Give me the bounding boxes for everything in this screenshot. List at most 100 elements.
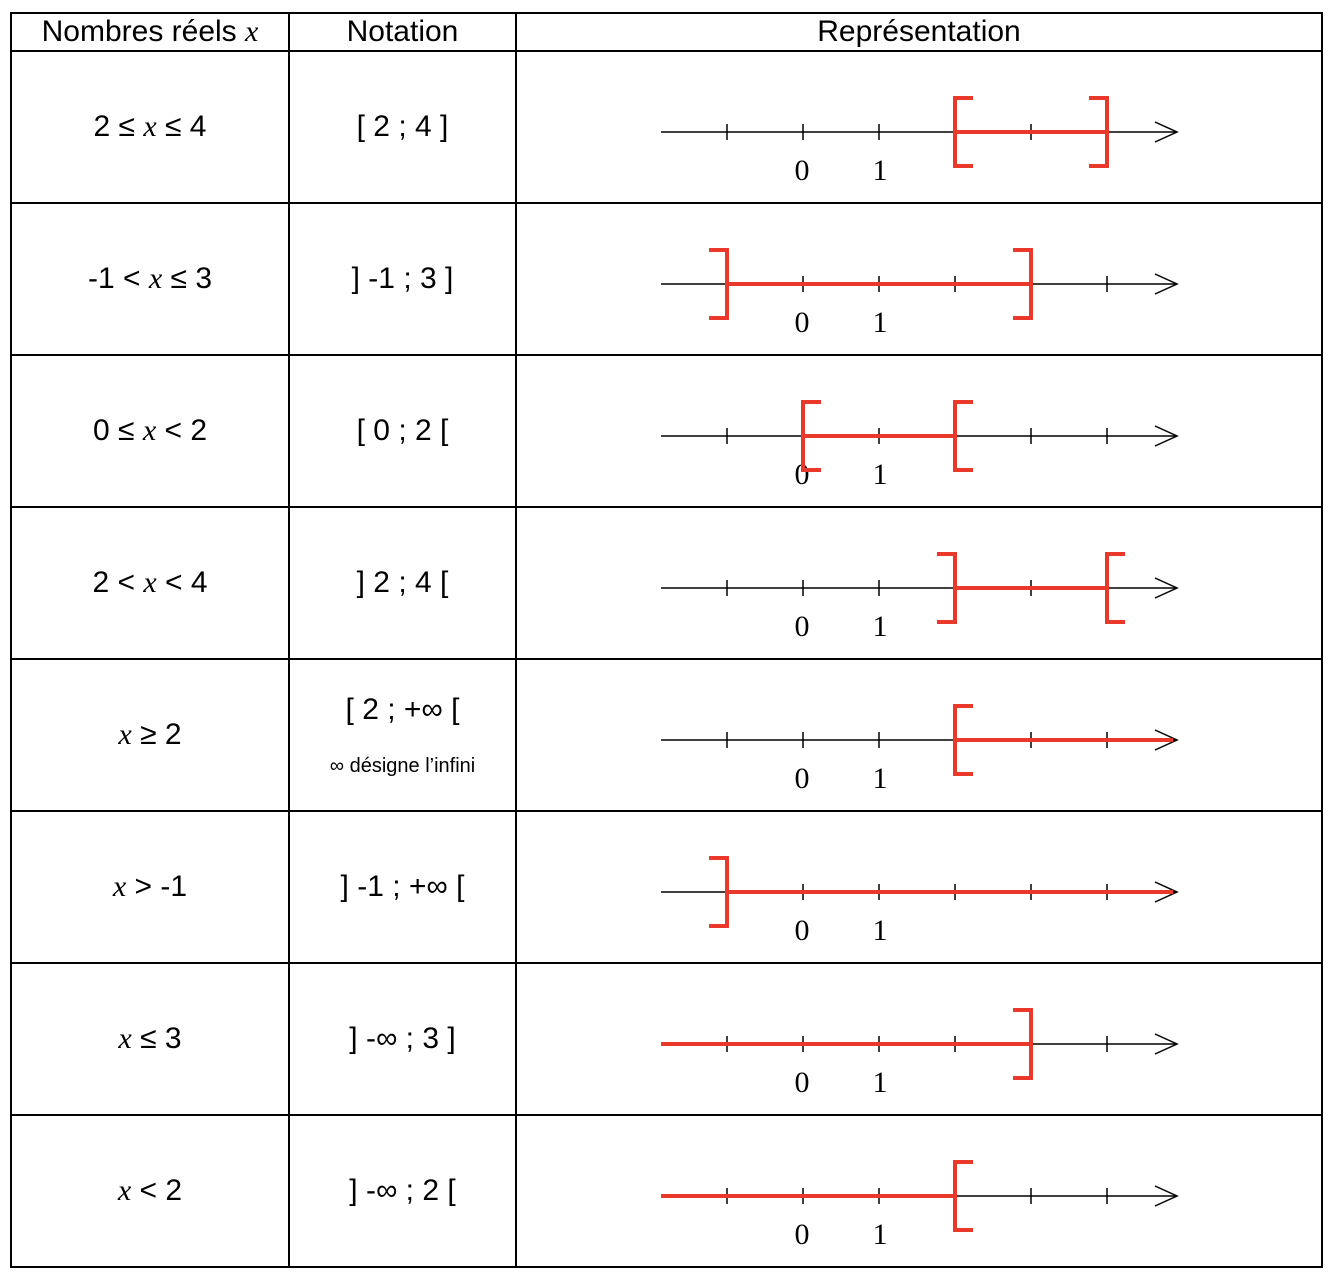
- tick-label-one: 1: [873, 914, 888, 947]
- inequality-pre: 2 ≤: [93, 110, 144, 143]
- notation-cell: [ 2 ; 4 ]: [288, 50, 517, 204]
- notation-cell: ] 2 ; 4 [: [288, 506, 517, 660]
- tick-label-one: 1: [873, 458, 888, 491]
- inequality-pre: 2 <: [92, 566, 144, 599]
- left-closed-bracket-icon: [953, 96, 973, 168]
- inequality-cell: x ≥ 2: [10, 658, 290, 812]
- table-row: 2 ≤ x ≤ 4[ 2 ; 4 ] 0 1: [10, 50, 1323, 204]
- tick-label-zero: 0: [795, 306, 810, 339]
- table-row: x ≤ 3] -∞ ; 3 ] 0 1: [10, 962, 1323, 1116]
- tick-label-one: 1: [873, 154, 888, 187]
- inequality-cell: x < 2: [10, 1114, 290, 1268]
- inequality-cell: x > -1: [10, 810, 290, 964]
- inequality-cell: 0 ≤ x < 2: [10, 354, 290, 508]
- axis-arrow-icon: [1154, 1033, 1179, 1055]
- inequality-variable: x: [143, 110, 157, 143]
- notation-cell: ] -∞ ; 2 [: [288, 1114, 517, 1268]
- right-closed-bracket-icon: [1013, 248, 1033, 320]
- inequality-variable: x: [148, 262, 163, 295]
- interval-notation: [ 0 ; 2 [: [356, 414, 449, 447]
- inequality-cell: x ≤ 3: [10, 962, 290, 1116]
- inequality-variable: x: [117, 1174, 132, 1207]
- notation-cell: ] -1 ; 3 ]: [288, 202, 517, 356]
- inequality-variable: x: [143, 566, 157, 599]
- inequality-cell: 2 < x < 4: [10, 506, 290, 660]
- left-closed-bracket-icon: [953, 704, 973, 776]
- left-open-bracket-icon: [709, 856, 729, 928]
- axis-arrow-icon: [1154, 881, 1179, 903]
- inequality-post: ≤ 3: [131, 1022, 182, 1055]
- notation-cell: [ 0 ; 2 [: [288, 354, 517, 508]
- interval-notation: ] -1 ; 3 ]: [351, 262, 454, 295]
- axis-arrow-icon: [1154, 121, 1179, 143]
- inequality-pre: -1 <: [87, 262, 149, 295]
- tick-label-zero: 0: [795, 914, 810, 947]
- interval-notation: ] -∞ ; 2 [: [349, 1174, 456, 1207]
- interval-notation: ] -∞ ; 3 ]: [349, 1022, 456, 1055]
- inequality-variable: x: [142, 414, 157, 447]
- header-row: Nombres réels x Notation Représentation: [10, 12, 1323, 52]
- table-row: -1 < x ≤ 3 ] -1 ; 3 ] 0 1: [10, 202, 1323, 356]
- right-open-bracket-icon: [1105, 552, 1125, 624]
- right-open-bracket-icon: [953, 1160, 973, 1232]
- inequality-post: ≤ 4: [156, 110, 207, 143]
- inequality-cell: 2 ≤ x ≤ 4: [10, 50, 290, 204]
- inequality-cell: -1 < x ≤ 3: [10, 202, 290, 356]
- axis-arrow-icon: [1154, 425, 1179, 447]
- notation-cell: ] -1 ; +∞ [: [288, 810, 517, 964]
- inequality-variable: x: [118, 718, 132, 751]
- axis-arrow-icon: [1154, 1185, 1179, 1207]
- left-open-bracket-icon: [937, 552, 957, 624]
- table-row: 2 < x < 4 ] 2 ; 4 [ 0 1: [10, 506, 1323, 660]
- tick-label-zero: 0: [795, 458, 810, 491]
- interval-notation: [ 2 ; 4 ]: [356, 110, 449, 143]
- tick-label-one: 1: [873, 1066, 888, 1099]
- header-representation: Représentation: [515, 12, 1323, 52]
- inequality-post: < 4: [156, 566, 208, 599]
- tick-label-zero: 0: [795, 610, 810, 643]
- infinity-note: ∞ désigne l’infini: [329, 754, 476, 777]
- tick-label-one: 1: [873, 762, 888, 795]
- axis-arrow-icon: [1154, 273, 1179, 295]
- inequality-variable: x: [118, 1022, 132, 1055]
- table-row: x < 2 ] -∞ ; 2 [ 0 1: [10, 1114, 1323, 1268]
- header-variable: x: [245, 15, 259, 48]
- axis-arrow-icon: [1154, 577, 1179, 599]
- inequality-post: > -1: [126, 870, 188, 903]
- axis-arrow-icon: [1154, 729, 1179, 751]
- tick-label-zero: 0: [795, 154, 810, 187]
- inequality-post: ≤ 3: [162, 262, 213, 295]
- header-numbers: Nombres réels x: [10, 12, 290, 52]
- table-row: 0 ≤ x < 2[ 0 ; 2 [0 1: [10, 354, 1323, 508]
- inequality-post: ≥ 2: [131, 718, 182, 751]
- intervals-table: Nombres réels x Notation Représentation …: [10, 12, 1323, 1268]
- right-closed-bracket-icon: [1089, 96, 1109, 168]
- tick-label-zero: 0: [795, 1066, 810, 1099]
- notation-cell: ] -∞ ; 3 ]: [288, 962, 517, 1116]
- inequality-post: < 2: [156, 414, 208, 447]
- tick-label-zero: 0: [795, 762, 810, 795]
- interval-notation: ] -1 ; +∞ [: [340, 870, 465, 903]
- left-closed-bracket-icon: [801, 400, 821, 472]
- right-closed-bracket-icon: [1013, 1008, 1033, 1080]
- notation-cell: [ 2 ; +∞ [ ∞ désigne l’infini: [288, 658, 517, 812]
- left-open-bracket-icon: [709, 248, 729, 320]
- interval-notation: ] 2 ; 4 [: [356, 566, 449, 599]
- tick-label-one: 1: [873, 1218, 888, 1251]
- interval-notation: [ 2 ; +∞ [: [345, 692, 460, 726]
